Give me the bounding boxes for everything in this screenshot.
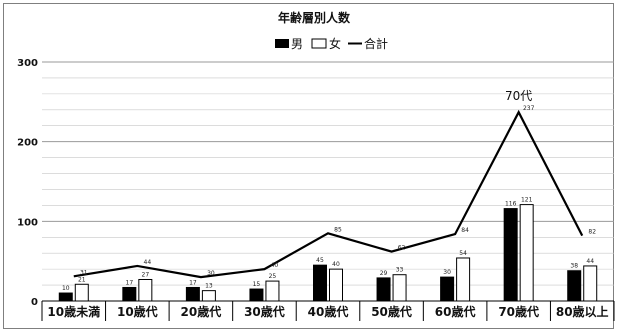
x-tick-label: 80歳以上 bbox=[556, 304, 609, 319]
bar-female bbox=[456, 257, 471, 302]
data-label-total: 44 bbox=[144, 259, 152, 266]
data-label-female: 54 bbox=[459, 250, 467, 257]
bar-male bbox=[122, 286, 137, 302]
data-label-total: 30 bbox=[207, 270, 215, 277]
x-tick-label: 30歳代 bbox=[244, 304, 285, 319]
y-tick-label: 0 bbox=[31, 297, 38, 308]
bar-female bbox=[329, 268, 343, 302]
bar-female bbox=[74, 283, 89, 302]
y-tick-label: 300 bbox=[17, 58, 38, 69]
data-label-male: 45 bbox=[316, 257, 324, 264]
data-label-female: 21 bbox=[78, 276, 86, 283]
bar-male bbox=[249, 288, 264, 302]
data-label-male: 17 bbox=[126, 279, 134, 286]
data-label-female: 44 bbox=[586, 258, 594, 265]
data-label-male: 10 bbox=[62, 285, 70, 292]
data-label-male: 116 bbox=[505, 201, 517, 208]
annotation-label: 70代 bbox=[505, 89, 532, 103]
total-line-path bbox=[73, 109, 584, 279]
y-axis: 0 100 200 300 bbox=[17, 58, 38, 308]
x-tick-label: 40歳代 bbox=[308, 304, 349, 319]
data-label-female: 25 bbox=[269, 273, 277, 280]
legend-label-male: 男 bbox=[291, 37, 303, 51]
x-tick-label: 60歳代 bbox=[435, 304, 476, 319]
x-axis: 10歳未満 10歳代 20歳代 30歳代 40歳代 50歳代 60歳代 70歳代 80歳以上 bbox=[41, 300, 615, 321]
annotations: 70代 bbox=[505, 89, 532, 103]
data-label-female: 27 bbox=[142, 271, 150, 278]
data-label-female: 13 bbox=[205, 283, 213, 290]
y-tick-label: 100 bbox=[17, 217, 38, 228]
data-label-male: 15 bbox=[253, 281, 261, 288]
chart-title: 年齢層別人数 bbox=[278, 10, 351, 25]
x-tick-label: 10歳未満 bbox=[47, 304, 100, 319]
x-tick-label: 20歳代 bbox=[181, 304, 222, 319]
x-tick-label: 10歳代 bbox=[117, 304, 158, 319]
data-label-total: 82 bbox=[588, 229, 596, 236]
legend-label-total: 合計 bbox=[364, 36, 388, 51]
legend-swatch-female bbox=[311, 38, 327, 49]
bar-female bbox=[201, 290, 216, 302]
data-label-male: 17 bbox=[189, 279, 197, 286]
data-label-female: 121 bbox=[521, 197, 533, 204]
bar-male bbox=[503, 208, 518, 302]
bar-male bbox=[440, 276, 455, 302]
data-label-total: 40 bbox=[271, 262, 279, 269]
bar-female bbox=[265, 280, 280, 302]
bar-male bbox=[567, 270, 582, 302]
data-labels: 10 17 17 15 45 29 30 116 38 21 27 13 25 40 33 54 121 44 31… bbox=[62, 105, 596, 292]
legend-swatch-male bbox=[275, 39, 289, 48]
data-label-male: 30 bbox=[443, 269, 451, 276]
data-label-total: 85 bbox=[334, 226, 342, 233]
data-label-male: 38 bbox=[570, 263, 578, 270]
data-label-female: 33 bbox=[396, 267, 404, 274]
bar-female bbox=[583, 265, 598, 302]
data-label-female: 40 bbox=[332, 261, 340, 268]
data-label-total: 84 bbox=[461, 227, 469, 234]
legend: 男 女 合計 bbox=[275, 36, 388, 51]
bar-male bbox=[376, 277, 391, 302]
data-label-total: 31 bbox=[80, 269, 88, 276]
bar-male bbox=[185, 286, 200, 302]
bars bbox=[58, 204, 598, 302]
legend-label-female: 女 bbox=[329, 36, 341, 51]
bar-female bbox=[519, 204, 534, 302]
total-line bbox=[73, 109, 584, 279]
data-label-total: 62 bbox=[398, 245, 406, 252]
bar-female bbox=[392, 274, 407, 302]
bar-male bbox=[58, 292, 73, 302]
bar-male bbox=[313, 264, 327, 302]
data-label-total: 237 bbox=[523, 105, 535, 112]
bar-female bbox=[138, 278, 153, 302]
x-tick-label: 50歳代 bbox=[371, 304, 412, 319]
data-label-male: 29 bbox=[380, 270, 388, 277]
x-tick-label: 70歳代 bbox=[498, 304, 539, 319]
y-tick-label: 200 bbox=[17, 138, 38, 149]
